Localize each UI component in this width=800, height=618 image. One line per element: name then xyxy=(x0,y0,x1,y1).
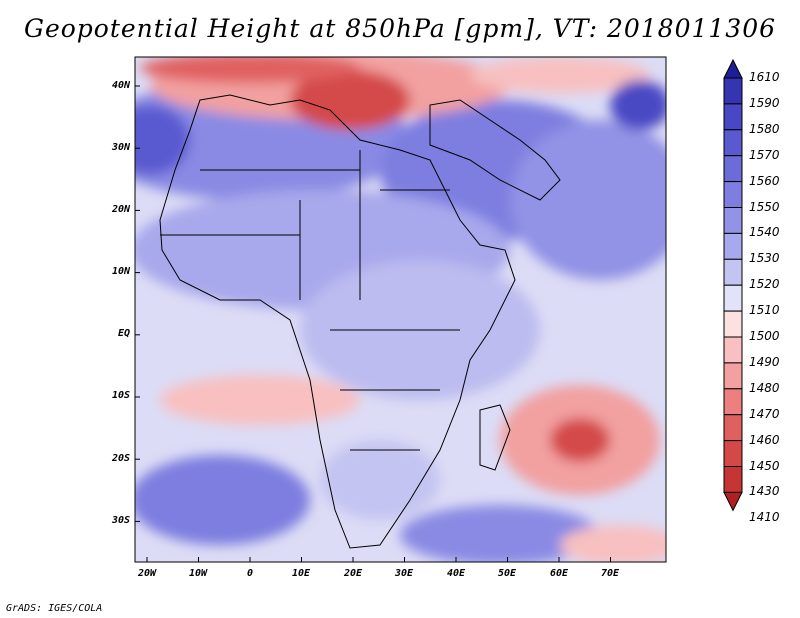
lat-label: EQ xyxy=(117,328,130,339)
colorbar-swatch xyxy=(723,155,743,183)
colorbar-level-label: 1560 xyxy=(749,173,780,188)
plot-frame xyxy=(134,56,667,563)
lat-label: 40N xyxy=(111,80,130,91)
lat-label: 10N xyxy=(111,266,130,277)
lon-label: 10W xyxy=(188,568,208,579)
colorbar-max-arrow xyxy=(723,58,743,79)
colorbar-swatch xyxy=(723,181,743,209)
map-title: Geopotential Height at 850hPa [gpm], VT:… xyxy=(23,14,777,43)
lon-label: 0 xyxy=(246,568,254,579)
colorbar-level-label: 1570 xyxy=(749,147,780,162)
colorbar-swatch xyxy=(723,77,743,105)
lat-label: 20S xyxy=(111,453,130,464)
colorbar-swatch xyxy=(723,466,743,493)
colorbar-level-label: 1430 xyxy=(749,484,780,499)
lon-label: 30E xyxy=(394,568,414,579)
colorbar-swatch xyxy=(723,310,743,338)
colorbar-level-label: 1480 xyxy=(749,380,780,395)
colorbar-level-label: 1510 xyxy=(749,303,780,318)
colorbar-swatch xyxy=(723,388,743,416)
colorbar-level-label: 1540 xyxy=(749,225,780,240)
lon-ticks xyxy=(146,557,611,562)
colorbar-swatch xyxy=(723,336,743,364)
grads-credit: GrADS: IGES/COLA xyxy=(6,603,103,614)
colorbar-level-label: 1490 xyxy=(749,354,780,369)
colorbar-min-arrow xyxy=(723,491,743,512)
colorbar-level-label: 1450 xyxy=(749,458,780,473)
colorbar-level-label: 1470 xyxy=(749,406,780,421)
colorbar-level-label: 1590 xyxy=(749,95,780,110)
colorbar-swatch xyxy=(723,129,743,157)
lon-label: 40E xyxy=(446,568,466,579)
lon-label: 60E xyxy=(549,568,569,579)
lat-label: 10S xyxy=(111,390,130,401)
lat-ticks xyxy=(135,85,140,522)
height-field xyxy=(135,57,666,562)
colorbar-level-label: 1500 xyxy=(749,329,780,343)
colorbar xyxy=(723,58,743,512)
colorbar-level-label: 1410 xyxy=(749,510,780,525)
colorbar-swatch xyxy=(723,258,743,286)
colorbar-swatch xyxy=(723,284,743,312)
lat-label: 30N xyxy=(111,142,130,153)
colorbar-swatch xyxy=(723,440,743,468)
colorbar-swatch xyxy=(723,103,743,131)
colorbar-swatch xyxy=(723,232,743,260)
colorbar-level-label: 1530 xyxy=(749,251,780,266)
colorbar-swatch xyxy=(723,362,743,390)
lat-label: 20N xyxy=(111,204,130,215)
lon-label: 50E xyxy=(497,568,517,579)
lon-label: 20E xyxy=(343,568,363,579)
colorbar-level-label: 1550 xyxy=(749,199,780,214)
colorbar-level-label: 1580 xyxy=(749,121,780,136)
colorbar-level-label: 1460 xyxy=(749,432,780,447)
colorbar-swatch xyxy=(723,414,743,442)
lon-label: 20W xyxy=(137,568,157,579)
colorbar-swatch xyxy=(723,207,743,234)
colorbar-level-label: 1520 xyxy=(749,277,780,292)
colorbar-level-label: 1610 xyxy=(749,70,780,84)
lon-label: 10E xyxy=(291,568,311,579)
lat-label: 30S xyxy=(111,515,130,526)
coastlines xyxy=(159,94,561,549)
lon-label: 70E xyxy=(600,568,620,579)
